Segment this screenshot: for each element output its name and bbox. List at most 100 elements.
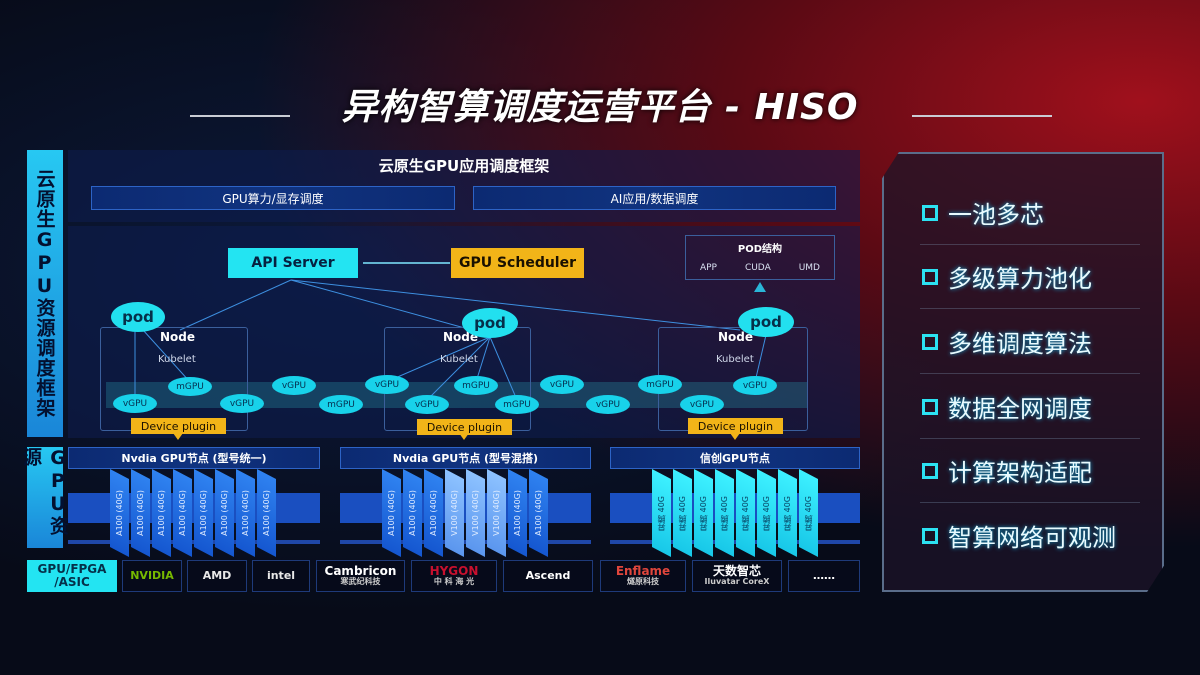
gpu-chip-label: A100 (40G) [429, 490, 438, 536]
gpu-chip: A100 (40G) [152, 468, 171, 558]
feature-label: 一池多芯 [948, 201, 1044, 229]
gpu-group-title: Nvdia GPU节点 (型号统一) [68, 447, 320, 469]
checkbox-square-icon [922, 333, 938, 350]
vgpu: vGPU [365, 375, 409, 394]
gpu-chip: V100 (40G) [487, 468, 506, 558]
gpu-chip-label: 昇腾 40G [699, 495, 708, 531]
page-title: 异构智算调度运营平台 - HISO [341, 87, 859, 128]
device-plugin-3: Device plugin [688, 418, 783, 434]
line-api-node1 [179, 279, 292, 331]
node-1-label: Node [160, 330, 196, 344]
gpu-chip: A100 (40G) [194, 468, 213, 558]
gpu-chip: A100 (40G) [529, 468, 548, 558]
gpu-chip: A100 (40G) [215, 468, 234, 558]
gpu-chip: A100 (40G) [173, 468, 192, 558]
gpu-chip-label: 昇腾 40G [783, 495, 792, 531]
node-3-label: Node [718, 330, 754, 344]
vendor-logo-6: Enflame 燧原科技 [600, 560, 686, 592]
gpu-chip-label: A100 (40G) [199, 490, 208, 536]
feature-item: 一池多芯 [922, 195, 1044, 230]
vendor-name: HYGON [429, 564, 479, 578]
gpu-chip: 昇腾 40G [778, 468, 797, 558]
gpu-chip: 昇腾 40G [673, 468, 692, 558]
vendor-name: AMD [202, 568, 232, 582]
gpu-chip: V100 (40G) [445, 468, 464, 558]
gpu-chip: 昇腾 40G [715, 468, 734, 558]
down-arrow-icon [173, 433, 183, 440]
features-panel [882, 152, 1164, 592]
vgpu: vGPU [733, 376, 777, 395]
line-pod3-vgpu [754, 334, 767, 383]
feature-item: 计算架构适配 [922, 453, 1092, 488]
gpu-chip: 昇腾 40G [652, 468, 671, 558]
vendor-name: 天数智芯 [712, 564, 761, 578]
gpu-chip-label: 昇腾 40G [741, 495, 750, 531]
line-pod2-d [489, 336, 518, 401]
vendor-name: …… [813, 568, 835, 582]
feature-item: 多级算力池化 [922, 259, 1092, 294]
gpu-chip: 昇腾 40G [694, 468, 713, 558]
vendor-name: Cambricon [324, 564, 397, 578]
feature-divider [920, 438, 1140, 439]
gpu-chip-label: 昇腾 40G [762, 495, 771, 531]
pod-3: pod [738, 307, 794, 337]
checkbox-square-icon [922, 527, 938, 544]
gpu-chip-label: A100 (40G) [262, 490, 271, 536]
gpu-chip-label: A100 (40G) [136, 490, 145, 536]
gpu-chip-label: A100 (40G) [408, 490, 417, 536]
line-pod1-mgpu [142, 329, 191, 383]
gpu-chip-label: V100 (40G) [492, 490, 501, 536]
checkbox-square-icon [922, 204, 938, 221]
gpu-chip: A100 (40G) [236, 468, 255, 558]
line-pod2-c [475, 336, 491, 383]
gpu-group-title: 信创GPU节点 [610, 447, 860, 469]
gpu-chip-label: A100 (40G) [241, 490, 250, 536]
gpu-chip: 昇腾 40G [799, 468, 818, 558]
vendor-sub: 中 科 海 光 [433, 577, 475, 587]
pod-struct-arrow-icon [754, 282, 766, 292]
vendor-logo-7: 天数智芯 Iluvatar CoreX [692, 560, 782, 592]
feature-label: 多级算力池化 [948, 265, 1092, 293]
gpu-chip-label: 昇腾 40G [720, 495, 729, 531]
line-pod2-a [385, 336, 491, 383]
kubelet-2: Kubelet [440, 354, 478, 365]
vgpu: vGPU [220, 394, 264, 413]
gpu-chip: A100 (40G) [257, 468, 276, 558]
vgpu: vGPU [272, 376, 316, 395]
checkbox-square-icon [922, 398, 938, 415]
vendor-sub: 寒武纪科技 [340, 577, 381, 587]
checkbox-square-icon [922, 268, 938, 285]
vgpu: vGPU [680, 395, 724, 414]
vgpu: vGPU [586, 395, 630, 414]
device-plugin-1: Device plugin [131, 418, 226, 434]
gpu-chip: V100 (40G) [466, 468, 485, 558]
pod-struct-umd: UMD [798, 263, 820, 273]
gpu-chip-label: 昇腾 40G [678, 495, 687, 531]
gpu-chip-label: A100 (40G) [534, 490, 543, 536]
pod-struct-app: APP [699, 263, 717, 273]
gpu-chip-label: A100 (40G) [178, 490, 187, 536]
vendor-name: intel [266, 568, 296, 582]
gpu-chip-label: A100 (40G) [115, 490, 124, 536]
mgpu: mGPU [168, 377, 212, 396]
gpu-chip-label: V100 (40G) [450, 490, 459, 536]
line-api-node2 [290, 279, 491, 336]
kubelet-3: Kubelet [716, 354, 754, 365]
feature-divider [920, 308, 1140, 309]
gpu-compute-bar: GPU算力/显存调度 [91, 186, 455, 210]
vendor-logo-2: intel [252, 560, 310, 592]
vendor-sub: Iluvatar CoreX [704, 577, 770, 587]
api-server-box: API Server [228, 248, 358, 278]
mgpu: mGPU [454, 376, 498, 395]
pod-1: pod [111, 302, 165, 332]
framework-title: 云原生GPU应用调度框架 [378, 157, 550, 175]
mgpu: mGPU [638, 375, 682, 394]
feature-item: 多维调度算法 [922, 324, 1092, 359]
vendor-logo-4: HYGON 中 科 海 光 [411, 560, 497, 592]
gpu-chip-label: A100 (40G) [157, 490, 166, 536]
feature-label: 数据全网调度 [948, 395, 1092, 423]
vendor-logo-0: NVIDIA [122, 560, 182, 592]
vendor-logo-1: AMD [187, 560, 247, 592]
feature-item: 数据全网调度 [922, 389, 1092, 424]
vendor-label: GPU/FPGA /ASIC [27, 560, 117, 592]
